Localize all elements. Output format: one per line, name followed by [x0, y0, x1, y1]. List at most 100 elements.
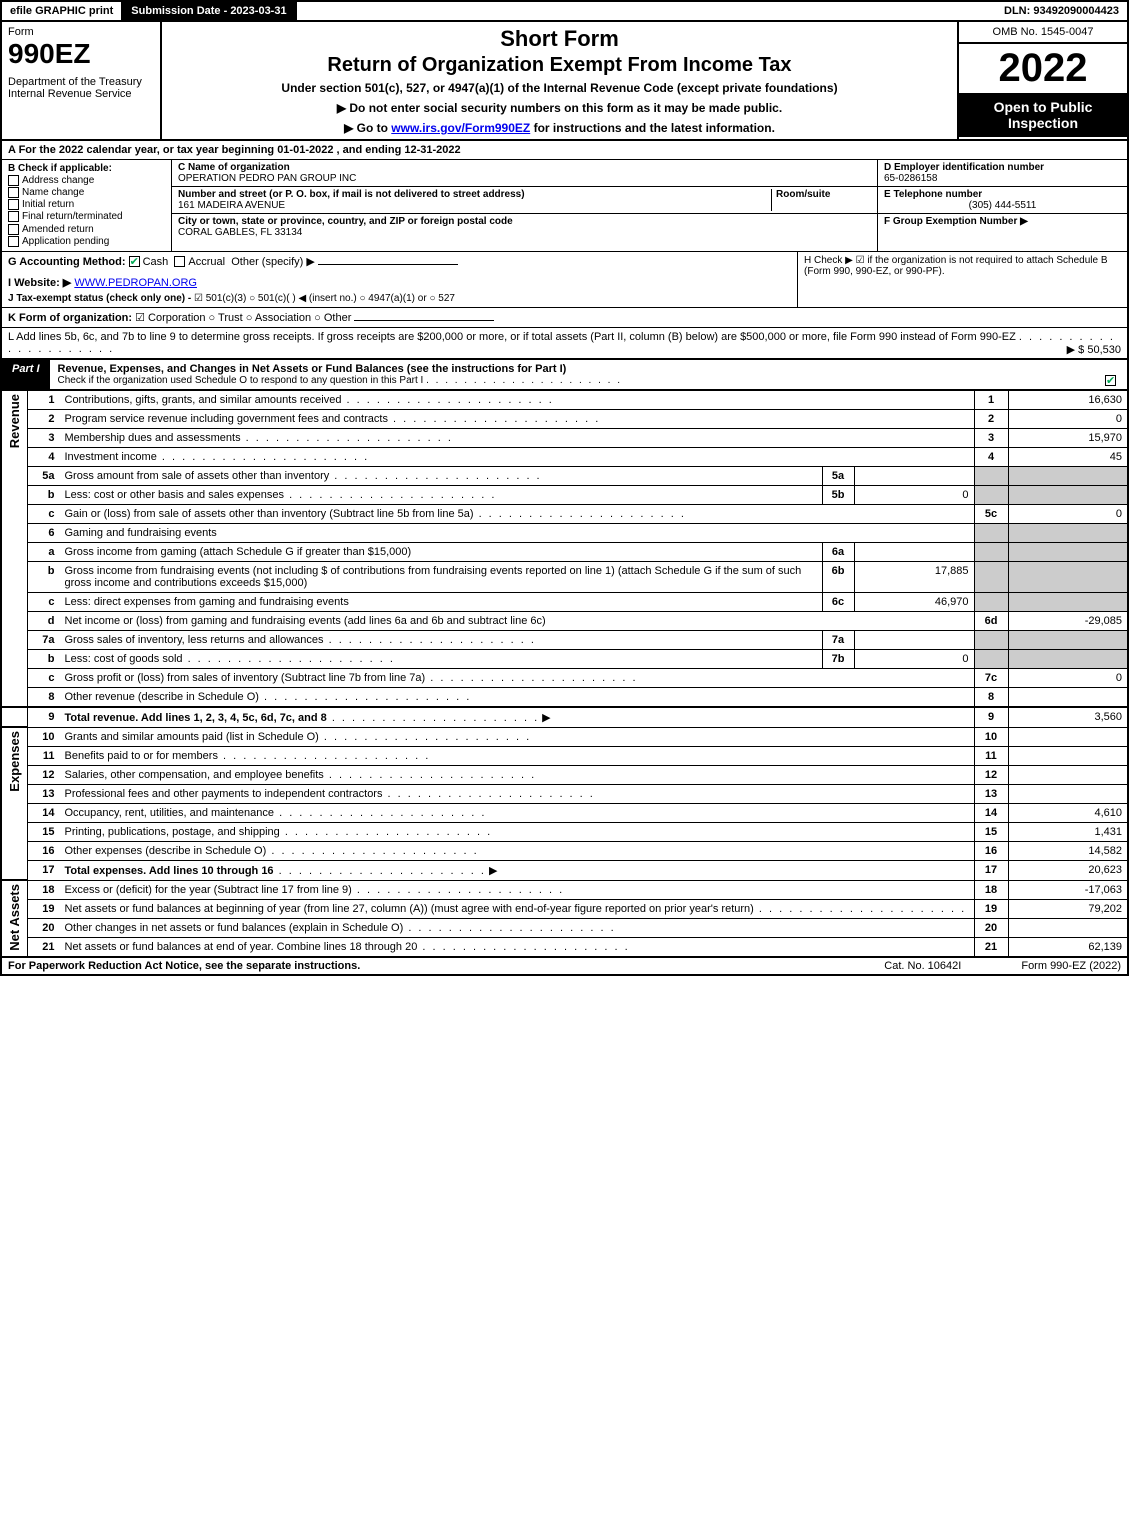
- subtitle-ssn: ▶ Do not enter social security numbers o…: [172, 101, 947, 115]
- cb-final-return[interactable]: Final return/terminated: [8, 211, 165, 222]
- line-6a-subno: 6a: [822, 542, 854, 561]
- c-name-val: OPERATION PEDRO PAN GROUP INC: [178, 173, 356, 184]
- part-i-header: Part I Revenue, Expenses, and Changes in…: [0, 359, 1129, 391]
- line-5c-desc: Gain or (loss) from sale of assets other…: [65, 508, 474, 520]
- tax-year: 2022: [959, 44, 1127, 93]
- line-15-desc: Printing, publications, postage, and shi…: [65, 826, 280, 838]
- line-20-val: [1008, 918, 1128, 937]
- g-cash: Cash: [143, 256, 169, 268]
- form-header: Form 990EZ Department of the Treasury In…: [0, 22, 1129, 141]
- e-lbl: E Telephone number: [884, 189, 982, 200]
- line-6a-subval: [854, 542, 974, 561]
- cb-schedule-o[interactable]: [1105, 375, 1116, 386]
- cb-name-change[interactable]: Name change: [8, 187, 165, 198]
- line-5a-subval: [854, 466, 974, 485]
- line-15-rno: 15: [974, 822, 1008, 841]
- line-21-no: 21: [28, 937, 60, 956]
- line-7b-no: b: [28, 649, 60, 668]
- line-6c-rno: [974, 592, 1008, 611]
- cb-amended-return[interactable]: Amended return: [8, 224, 165, 235]
- line-6b-subval: 17,885: [854, 561, 974, 592]
- line-6b-rno: [974, 561, 1008, 592]
- line-17-no: 17: [28, 860, 60, 880]
- cb-initial-return[interactable]: Initial return: [8, 199, 165, 210]
- header-mid: Short Form Return of Organization Exempt…: [162, 22, 957, 139]
- line-6b-desc: Gross income from fundraising events (no…: [65, 565, 802, 589]
- line-6-no: 6: [28, 523, 60, 542]
- f-group: F Group Exemption Number ▶: [878, 214, 1127, 229]
- line-5a-rval: [1008, 466, 1128, 485]
- side-expenses: Expenses: [7, 731, 22, 792]
- top-bar: efile GRAPHIC print Submission Date - 20…: [0, 0, 1129, 22]
- c-city-lbl: City or town, state or province, country…: [178, 216, 513, 227]
- cb-cash[interactable]: [129, 256, 140, 267]
- c-street: Number and street (or P. O. box, if mail…: [172, 187, 877, 214]
- title-short-form: Short Form: [172, 26, 947, 52]
- line-5b-rval: [1008, 485, 1128, 504]
- subtitle-code: Under section 501(c), 527, or 4947(a)(1)…: [172, 81, 947, 95]
- line-19-rno: 19: [974, 899, 1008, 918]
- cb-application-pending[interactable]: Application pending: [8, 236, 165, 247]
- c-city: City or town, state or province, country…: [172, 214, 877, 240]
- goto-post: for instructions and the latest informat…: [530, 121, 775, 135]
- b-label: B Check if applicable:: [8, 163, 165, 174]
- line-5a-no: 5a: [28, 466, 60, 485]
- line-7a-subno: 7a: [822, 630, 854, 649]
- c-city-val: CORAL GABLES, FL 33134: [178, 227, 302, 238]
- line-11-desc: Benefits paid to or for members: [65, 750, 218, 762]
- line-13-rno: 13: [974, 784, 1008, 803]
- line-5c-rno: 5c: [974, 504, 1008, 523]
- line-11-rno: 11: [974, 746, 1008, 765]
- line-20-rno: 20: [974, 918, 1008, 937]
- line-1-no: 1: [28, 391, 60, 410]
- irs-link[interactable]: www.irs.gov/Form990EZ: [391, 121, 530, 135]
- line-19-val: 79,202: [1008, 899, 1128, 918]
- footer-center: Cat. No. 10642I: [884, 960, 961, 972]
- c-street-lbl: Number and street (or P. O. box, if mail…: [178, 189, 525, 200]
- line-21-val: 62,139: [1008, 937, 1128, 956]
- omb-number: OMB No. 1545-0047: [959, 22, 1127, 44]
- line-9-val: 3,560: [1008, 707, 1128, 728]
- part-i-title: Revenue, Expenses, and Changes in Net As…: [50, 360, 1127, 389]
- g-lbl: G Accounting Method:: [8, 256, 126, 268]
- c-room-lbl: Room/suite: [776, 189, 830, 200]
- efile-label[interactable]: efile GRAPHIC print: [2, 2, 123, 20]
- line-7c-desc: Gross profit or (loss) from sales of inv…: [65, 672, 426, 684]
- line-5b-rno: [974, 485, 1008, 504]
- col-c-address: C Name of organization OPERATION PEDRO P…: [172, 160, 877, 251]
- line-5b-desc: Less: cost or other basis and sales expe…: [65, 489, 285, 501]
- line-5a-desc: Gross amount from sale of assets other t…: [65, 470, 330, 482]
- line-14-desc: Occupancy, rent, utilities, and maintena…: [65, 807, 275, 819]
- line-8-no: 8: [28, 687, 60, 707]
- line-5b-subval: 0: [854, 485, 974, 504]
- line-3-no: 3: [28, 428, 60, 447]
- line-2-desc: Program service revenue including govern…: [65, 413, 388, 425]
- cb-accrual[interactable]: [174, 256, 185, 267]
- line-11-val: [1008, 746, 1128, 765]
- line-19-no: 19: [28, 899, 60, 918]
- line-5c-val: 0: [1008, 504, 1128, 523]
- i-lbl: I Website: ▶: [8, 277, 71, 289]
- line-17-val: 20,623: [1008, 860, 1128, 880]
- d-val: 65-0286158: [884, 173, 937, 184]
- website-link[interactable]: WWW.PEDROPAN.ORG: [74, 277, 197, 289]
- line-18-desc: Excess or (deficit) for the year (Subtra…: [65, 884, 352, 896]
- cb-address-change[interactable]: Address change: [8, 175, 165, 186]
- f-lbl: F Group Exemption Number ▶: [884, 216, 1028, 227]
- line-10-rno: 10: [974, 727, 1008, 746]
- line-7c-val: 0: [1008, 668, 1128, 687]
- line-10-desc: Grants and similar amounts paid (list in…: [65, 731, 319, 743]
- line-15-no: 15: [28, 822, 60, 841]
- line-8-desc: Other revenue (describe in Schedule O): [65, 691, 259, 703]
- line-18-no: 18: [28, 880, 60, 899]
- line-9-rno: 9: [974, 707, 1008, 728]
- side-revenue: Revenue: [7, 394, 22, 448]
- line-18-rno: 18: [974, 880, 1008, 899]
- line-16-val: 14,582: [1008, 841, 1128, 860]
- line-15-val: 1,431: [1008, 822, 1128, 841]
- line-7a-rval: [1008, 630, 1128, 649]
- subtitle-goto: ▶ Go to www.irs.gov/Form990EZ for instru…: [172, 121, 947, 135]
- line-21-desc: Net assets or fund balances at end of ye…: [65, 941, 418, 953]
- header-left: Form 990EZ Department of the Treasury In…: [2, 22, 162, 139]
- line-6d-val: -29,085: [1008, 611, 1128, 630]
